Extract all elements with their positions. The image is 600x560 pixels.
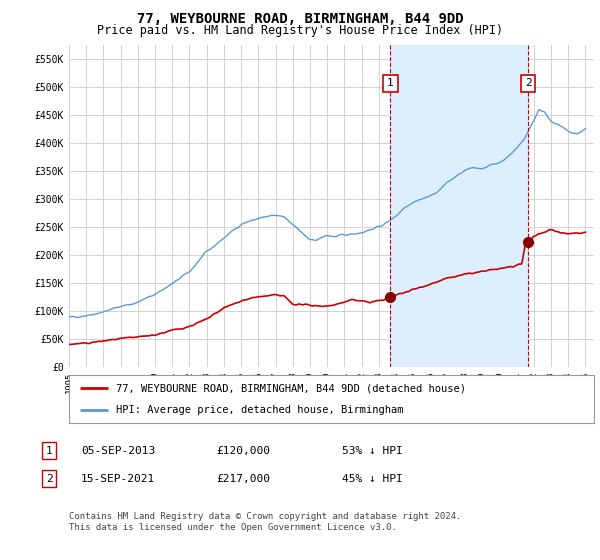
Text: 1: 1 xyxy=(46,446,53,456)
Text: 53% ↓ HPI: 53% ↓ HPI xyxy=(342,446,403,456)
Text: Price paid vs. HM Land Registry's House Price Index (HPI): Price paid vs. HM Land Registry's House … xyxy=(97,24,503,37)
Text: 2: 2 xyxy=(46,474,53,484)
Bar xyxy=(391,45,528,367)
Text: 1: 1 xyxy=(387,78,394,88)
Text: 15-SEP-2021: 15-SEP-2021 xyxy=(81,474,155,484)
Text: HPI: Average price, detached house, Birmingham: HPI: Average price, detached house, Birm… xyxy=(116,405,404,415)
Text: 77, WEYBOURNE ROAD, BIRMINGHAM, B44 9DD: 77, WEYBOURNE ROAD, BIRMINGHAM, B44 9DD xyxy=(137,12,463,26)
Text: £120,000: £120,000 xyxy=(216,446,270,456)
Text: £217,000: £217,000 xyxy=(216,474,270,484)
Text: 2: 2 xyxy=(524,78,532,88)
Text: Contains HM Land Registry data © Crown copyright and database right 2024.
This d: Contains HM Land Registry data © Crown c… xyxy=(69,512,461,532)
Text: 45% ↓ HPI: 45% ↓ HPI xyxy=(342,474,403,484)
Text: 05-SEP-2013: 05-SEP-2013 xyxy=(81,446,155,456)
Text: 77, WEYBOURNE ROAD, BIRMINGHAM, B44 9DD (detached house): 77, WEYBOURNE ROAD, BIRMINGHAM, B44 9DD … xyxy=(116,383,466,393)
